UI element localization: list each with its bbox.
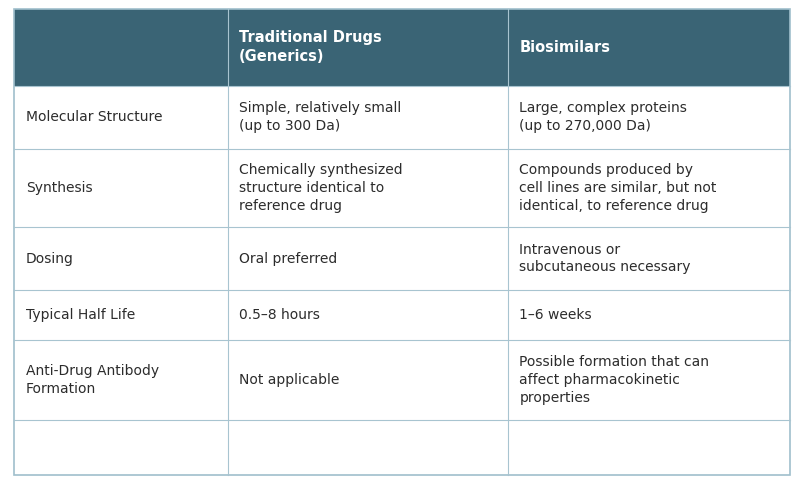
Bar [227,340,507,420]
Text: Traditional Drugs
(Generics): Traditional Drugs (Generics) [238,30,381,64]
Text: Large, complex proteins
(up to 270,000 Da): Large, complex proteins (up to 270,000 D… [519,101,687,133]
Text: Synthesis: Synthesis [26,181,92,195]
Bar [227,149,507,227]
Bar [14,149,227,227]
Text: Biosimilars: Biosimilars [519,40,609,55]
Bar [227,86,507,149]
Text: 0.5–8 hours: 0.5–8 hours [238,308,320,322]
Bar [507,340,789,420]
Bar [14,340,227,420]
Text: Compounds produced by
cell lines are similar, but not
identical, to reference dr: Compounds produced by cell lines are sim… [519,163,716,213]
Bar [507,290,789,340]
Text: Typical Half Life: Typical Half Life [26,308,135,322]
Bar [507,149,789,227]
Text: Dosing: Dosing [26,252,74,266]
Bar [14,9,227,86]
Text: Molecular Structure: Molecular Structure [26,110,162,124]
Bar [14,227,227,290]
Bar [227,290,507,340]
Text: Anti-Drug Antibody
Formation: Anti-Drug Antibody Formation [26,364,159,396]
Text: 1–6 weeks: 1–6 weeks [519,308,591,322]
Bar [14,290,227,340]
Text: Simple, relatively small
(up to 300 Da): Simple, relatively small (up to 300 Da) [238,101,401,133]
Text: Not applicable: Not applicable [238,373,339,387]
Bar [14,86,227,149]
Text: Possible formation that can
affect pharmacokinetic
properties: Possible formation that can affect pharm… [519,355,708,405]
Bar [227,227,507,290]
Text: Intravenous or
subcutaneous necessary: Intravenous or subcutaneous necessary [519,242,690,274]
Text: Chemically synthesized
structure identical to
reference drug: Chemically synthesized structure identic… [238,163,402,213]
Bar [227,9,507,86]
Bar [507,227,789,290]
Bar [507,9,789,86]
Text: Oral preferred: Oral preferred [238,252,336,266]
Bar [507,86,789,149]
